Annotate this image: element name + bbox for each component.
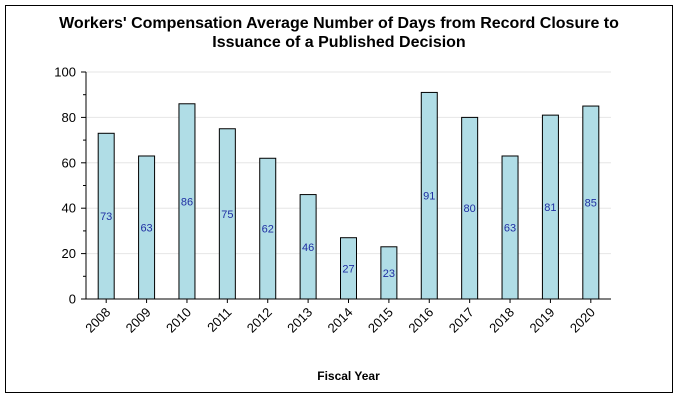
y-tick-label: 60 [62,155,76,170]
data-labels: 73 63 86 75 62 46 27 23 91 80 63 81 85 [100,191,597,280]
x-tick-label-2010: 2010 [163,305,194,336]
y-tick-label: 80 [62,110,76,125]
y-tick-label: 20 [62,246,76,261]
data-label-2008: 73 [100,211,112,223]
x-axis-title: Fiscal Year [317,369,380,383]
data-label-2014: 27 [342,263,354,275]
x-tick-label-2015: 2015 [365,305,396,336]
data-label-2018: 63 [504,222,516,234]
data-label-2019: 81 [544,202,556,214]
x-tick-label-2016: 2016 [405,305,436,336]
y-axis-ticks: 0 20 40 60 80 100 [54,65,86,307]
x-tick-label-2014: 2014 [325,305,356,336]
x-tick-label-2017: 2017 [446,305,477,336]
data-label-2017: 80 [464,203,476,215]
data-label-2020: 85 [585,198,597,210]
x-tick-label-2020: 2020 [567,305,598,336]
chart-title: Workers' Compensation Average Number of … [5,14,673,52]
data-label-2010: 86 [181,196,193,208]
chart-frame [5,5,673,393]
x-tick-label-2008: 2008 [82,305,113,336]
chart-title-line-2: Issuance of a Published Decision [212,34,466,51]
x-tick-label-2009: 2009 [123,305,154,336]
data-label-2012: 62 [262,224,274,236]
chart-title-line-1: Workers' Compensation Average Number of … [59,15,619,32]
x-tick-label-2018: 2018 [486,305,517,336]
gridlines [86,71,611,255]
y-tick-label: 100 [54,65,76,80]
data-label-2016: 91 [423,191,435,203]
data-label-2013: 46 [302,242,314,254]
data-label-2015: 23 [383,268,395,280]
x-tick-label-2011: 2011 [204,305,234,335]
y-tick-label: 40 [62,201,76,216]
x-tick-label-2012: 2012 [244,305,275,336]
data-label-2011: 75 [221,209,233,221]
x-tick-label-2019: 2019 [526,305,557,336]
bars [97,91,600,300]
x-axis-ticks: 2008 2009 2010 2011 2012 2013 2014 2015 2016 2017… [82,299,598,336]
data-label-2009: 63 [140,222,152,234]
y-tick-label: 0 [69,292,76,307]
x-tick-label-2013: 2013 [284,305,315,336]
